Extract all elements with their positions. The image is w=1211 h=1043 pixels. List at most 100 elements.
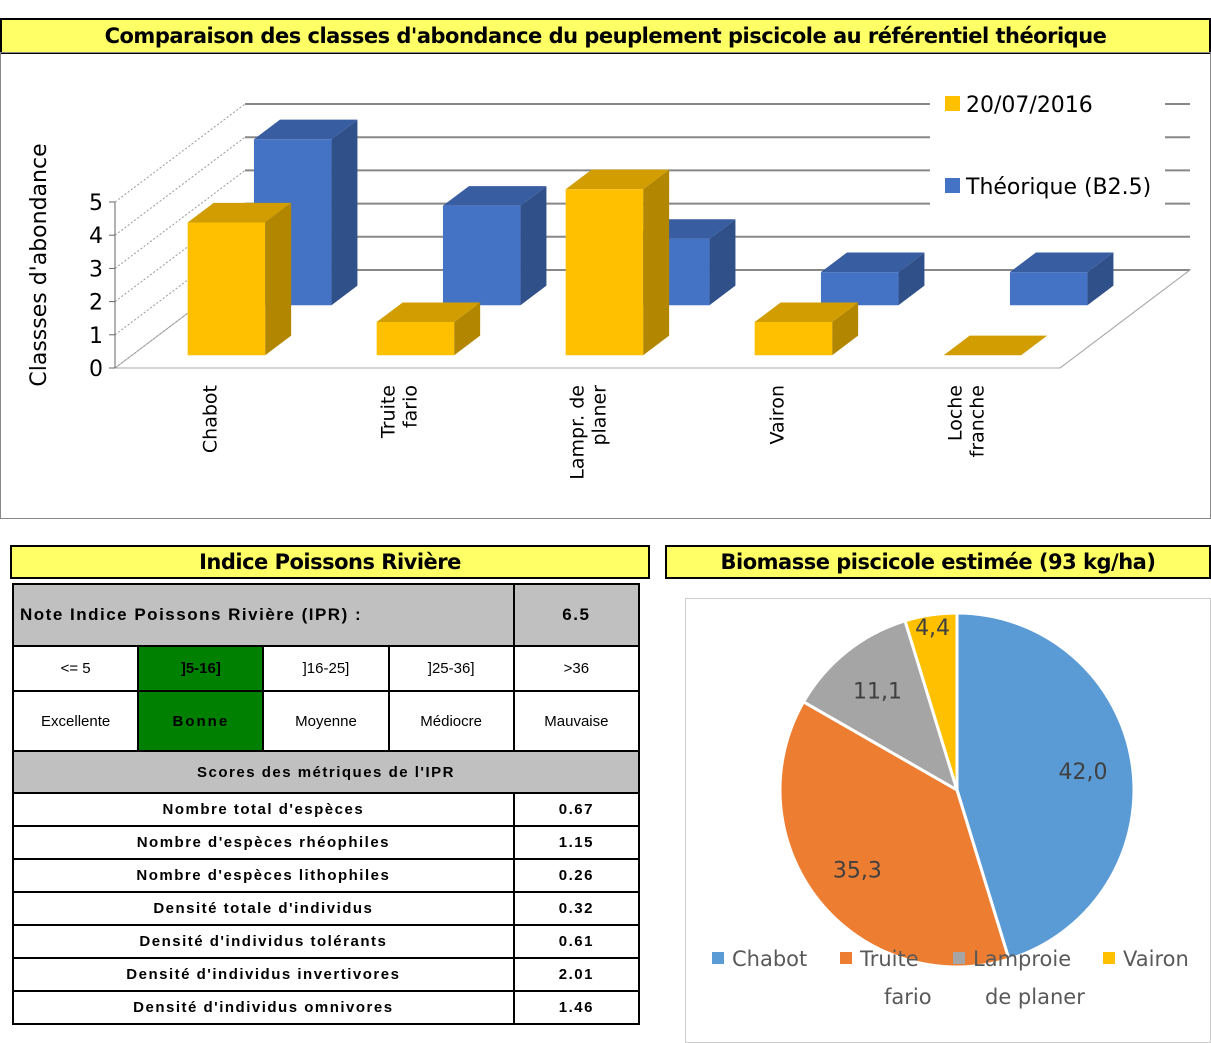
- y-tick-label: 5: [89, 191, 103, 216]
- bar-face: [454, 302, 481, 356]
- bar-face: [709, 219, 736, 306]
- metric-row: Densité totale d'individus 0.32: [12, 891, 641, 926]
- ipr-table: Note Indice Poissons Rivière (IPR) :6.5 …: [11, 583, 641, 1025]
- bar-face: [253, 119, 358, 140]
- bar-face: [376, 322, 455, 356]
- class-name: Mauvaise: [512, 690, 641, 752]
- class-range: ]16-25]: [262, 645, 390, 692]
- bar: [376, 302, 481, 356]
- y-axis-title: Classses d'abondance: [27, 143, 52, 386]
- metric-value: 0.26: [512, 858, 641, 893]
- bar-face: [265, 202, 292, 356]
- legend-swatch: [945, 178, 960, 193]
- side-grid-line: [114, 136, 246, 236]
- class-range: ]5-16]: [137, 645, 265, 692]
- metric-name: Nombre d'espèces lithophiles: [12, 858, 515, 893]
- x-tick-label: Chabot: [200, 385, 222, 453]
- metric-row: Densité d'individus tolérants 0.61: [12, 924, 641, 959]
- x-tick-label: Truite: [378, 385, 400, 439]
- pie-frame: [685, 598, 1211, 1043]
- metric-value: 1.46: [512, 990, 641, 1025]
- side-grid-line: [114, 170, 246, 269]
- metric-name: Densité totale d'individus: [12, 891, 515, 926]
- y-tick-label: 4: [89, 224, 103, 249]
- bar-face: [565, 189, 644, 356]
- side-grid-line: [114, 203, 246, 302]
- side-grid-line: [114, 269, 246, 369]
- x-tick-label: Lampr. de: [567, 385, 589, 480]
- bar: [442, 186, 547, 306]
- bar-face: [331, 119, 358, 306]
- bar-chart: 0 1 2 3 4 5 Classses d'abondance Chabot Truite fa…: [27, 82, 1192, 480]
- y-tick-label: 0: [89, 357, 103, 382]
- metric-value: 0.61: [512, 924, 641, 959]
- metric-name: Densité d'individus omnivores: [12, 990, 515, 1025]
- metric-value: 0.32: [512, 891, 641, 926]
- y-tick-label: 2: [89, 291, 103, 316]
- bar-face: [754, 302, 859, 323]
- bar-face: [442, 186, 547, 206]
- bar: [187, 202, 292, 356]
- ipr-title: Indice Poissons Rivière: [10, 545, 650, 579]
- pie-title: Biomasse piscicole estimée (93 kg/ha): [665, 545, 1211, 579]
- metric-name: Nombre d'espèces rhéophiles: [12, 825, 515, 860]
- metric-value: 1.15: [512, 825, 641, 860]
- bar: [943, 335, 1048, 356]
- x-tick-label: Loche: [945, 385, 967, 441]
- bar-face: [898, 252, 925, 306]
- legend-bg: [930, 82, 1165, 218]
- bar-face: [187, 202, 292, 223]
- bar-face: [376, 302, 481, 323]
- bar-face: [820, 252, 925, 273]
- class-name: Bonne: [137, 690, 265, 752]
- x-tick-label: planer: [589, 385, 611, 446]
- bar-face: [832, 302, 859, 356]
- bar-face: [442, 205, 521, 306]
- y-tick-label: 1: [89, 324, 103, 349]
- metric-row: Nombre total d'espèces 0.67: [12, 792, 641, 827]
- bar-face: [565, 169, 670, 190]
- x-tick-label: franche: [967, 385, 989, 457]
- bar-face: [820, 272, 899, 306]
- x-tick-label: Vairon: [767, 385, 789, 445]
- bar: [820, 252, 925, 306]
- class-range: >36: [512, 645, 641, 692]
- metric-value: 2.01: [512, 957, 641, 992]
- bar-face: [1009, 272, 1088, 306]
- class-name: Médiocre: [387, 690, 515, 752]
- bar: [754, 302, 859, 356]
- bar-face: [1087, 252, 1114, 306]
- metric-row: Nombre d'espèces rhéophiles 1.15: [12, 825, 641, 860]
- back-edge: [1059, 269, 1191, 369]
- legend-swatch: [945, 96, 960, 111]
- metric-name: Nombre total d'espèces: [12, 792, 515, 827]
- bar: [565, 169, 670, 356]
- note: 6.5: [512, 583, 641, 647]
- bar: [1009, 252, 1114, 306]
- note-label: Note Indice Poissons Rivière (IPR) :: [12, 583, 515, 647]
- side-grid-line: [114, 103, 246, 203]
- bar-face: [187, 222, 266, 356]
- class-name: Excellente: [11, 690, 140, 752]
- metric-name: Densité d'individus invertivores: [12, 957, 515, 992]
- legend-label: 20/07/2016: [966, 93, 1093, 118]
- metric-row: Densité d'individus invertivores 2.01: [12, 957, 641, 992]
- class-name: Moyenne: [262, 690, 390, 752]
- bar-face: [643, 169, 670, 356]
- class-range: <= 5: [11, 645, 140, 692]
- side-grid-line: [114, 236, 246, 336]
- legend-label: Théorique (B2.5): [965, 175, 1151, 200]
- metric-row: Densité d'individus omnivores 1.46: [12, 990, 641, 1025]
- metric-value: 0.67: [512, 792, 641, 827]
- y-tick-label: 3: [89, 257, 103, 282]
- bar-face: [943, 335, 1048, 356]
- bar-title: Comparaison des classes d'abondance du p…: [0, 18, 1211, 54]
- x-tick-label: fario: [400, 385, 422, 428]
- metrics-title: Scores des métriques de l'IPR: [12, 750, 640, 794]
- class-range: ]25-36]: [387, 645, 515, 692]
- bar-face: [754, 322, 833, 356]
- bar-face: [520, 186, 547, 306]
- bar-face: [1009, 252, 1114, 273]
- metric-row: Nombre d'espèces lithophiles 0.26: [12, 858, 641, 893]
